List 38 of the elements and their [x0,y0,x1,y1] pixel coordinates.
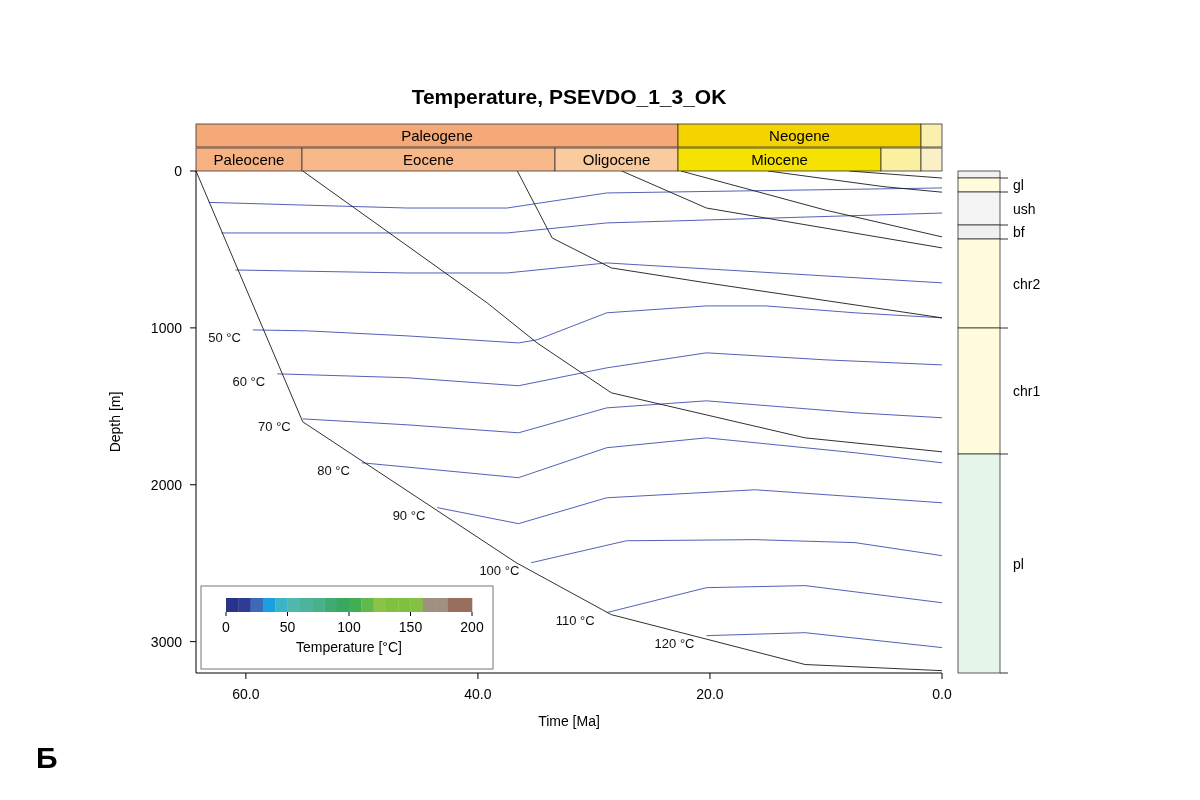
x-axis-title: Time [Ma] [538,713,600,729]
line-series [606,585,943,614]
y-tick-label: 3000 [150,633,183,650]
x-tick-label: 20.0 [696,686,724,702]
x-tick-label: 0.0 [932,686,952,702]
series-label: 100 °C [479,562,520,578]
series-label: 50 °C [208,329,241,345]
series-label: 120 °C [654,635,695,651]
line-series [530,539,943,564]
y-tick-label: 0 [174,163,183,179]
y-axis-title: Depth [m] [107,391,123,453]
annotation: 150 [398,619,423,635]
series-label: 60 °C [232,373,266,389]
x-tick-label: 60.0 [232,686,260,702]
line-series [361,437,943,479]
annotation: 100 [337,619,361,635]
series-label: 90 °C [392,507,426,523]
color-bar-title: Temperature [°C] [296,639,402,655]
series-label: 70 °C [258,418,291,434]
geologic-timescale: Paleogene Neogene Paleocene Eocene Oligocene Miocene [195,123,943,172]
x-tick-label: 40.0 [464,686,492,702]
text: Б [36,741,58,774]
annotation: 200 [460,619,484,635]
annotation: 50 [279,619,296,635]
lithology-column: gl ush bf chr2 chr1 pl [957,170,1041,674]
series-label: 80 °C [317,462,350,478]
line-series [516,170,943,319]
series-label: 110 °C [555,612,595,628]
annotation: 0 [222,619,231,635]
line-series [235,262,943,284]
y-tick-label: 2000 [150,476,183,493]
chart-title: Temperature, PSEVDO_1_3_OK [411,85,727,108]
line-series [208,187,943,209]
line-series [302,170,943,453]
line-series [276,352,943,387]
y-tick-label: 1000 [150,319,183,336]
line-series [436,489,943,525]
line-series [302,400,943,434]
